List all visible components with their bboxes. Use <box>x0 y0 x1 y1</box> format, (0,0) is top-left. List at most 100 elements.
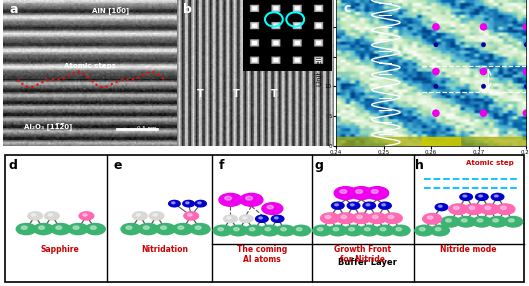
Circle shape <box>79 212 94 220</box>
Circle shape <box>317 228 323 231</box>
Text: Nitride mode: Nitride mode <box>441 245 497 254</box>
Circle shape <box>183 200 194 207</box>
Circle shape <box>476 193 488 200</box>
Bar <box>422 137 460 146</box>
Circle shape <box>350 187 373 200</box>
Text: b: b <box>184 3 193 16</box>
Circle shape <box>136 214 141 216</box>
Circle shape <box>56 226 62 229</box>
Text: Buffer Layer: Buffer Layer <box>338 258 397 267</box>
Circle shape <box>240 193 263 206</box>
Circle shape <box>347 202 360 209</box>
Circle shape <box>184 212 198 220</box>
Circle shape <box>44 212 59 220</box>
Circle shape <box>260 225 279 236</box>
Text: h: h <box>415 159 424 172</box>
Circle shape <box>350 204 354 206</box>
Circle shape <box>225 196 232 200</box>
Circle shape <box>357 215 362 219</box>
FancyBboxPatch shape <box>5 154 524 282</box>
Text: d: d <box>9 159 18 172</box>
Circle shape <box>382 204 386 206</box>
Circle shape <box>388 215 394 219</box>
Circle shape <box>453 206 459 209</box>
Text: The coming
Al atoms: The coming Al atoms <box>237 245 287 264</box>
Circle shape <box>73 226 79 229</box>
Circle shape <box>336 213 355 223</box>
Circle shape <box>491 193 504 200</box>
Circle shape <box>218 228 224 231</box>
Circle shape <box>439 205 442 207</box>
Circle shape <box>457 217 476 227</box>
Circle shape <box>435 204 448 210</box>
Circle shape <box>368 213 387 223</box>
Circle shape <box>415 225 434 236</box>
Circle shape <box>364 228 370 231</box>
Circle shape <box>441 217 460 227</box>
Circle shape <box>341 215 346 219</box>
Circle shape <box>213 225 232 236</box>
Circle shape <box>384 213 402 223</box>
Circle shape <box>48 214 52 216</box>
Circle shape <box>186 202 189 204</box>
Circle shape <box>508 219 514 222</box>
Circle shape <box>198 202 201 204</box>
Text: T: T <box>271 89 277 99</box>
Circle shape <box>449 204 468 214</box>
Circle shape <box>352 213 371 223</box>
Text: Growth Front
for Nitride: Growth Front for Nitride <box>334 245 391 264</box>
Circle shape <box>265 228 271 231</box>
Point <box>479 42 488 47</box>
Circle shape <box>313 225 332 236</box>
Circle shape <box>28 212 42 220</box>
Circle shape <box>160 226 167 229</box>
Text: AlN [10̅̅0]: AlN [10̅̅0] <box>93 7 130 15</box>
Circle shape <box>121 223 141 235</box>
Circle shape <box>219 193 242 206</box>
Circle shape <box>275 217 278 219</box>
Circle shape <box>371 190 378 193</box>
Text: e: e <box>114 159 122 172</box>
Circle shape <box>256 215 268 222</box>
Point <box>479 111 488 116</box>
Circle shape <box>500 206 506 209</box>
Circle shape <box>249 228 255 231</box>
Circle shape <box>391 225 410 236</box>
Point <box>479 25 488 29</box>
Circle shape <box>335 204 339 206</box>
Point <box>522 42 529 47</box>
Circle shape <box>83 214 87 216</box>
Circle shape <box>187 214 192 216</box>
Circle shape <box>173 223 193 235</box>
Circle shape <box>446 219 451 222</box>
Circle shape <box>496 204 515 214</box>
Circle shape <box>33 223 53 235</box>
Text: g: g <box>314 159 323 172</box>
Circle shape <box>380 228 386 231</box>
Circle shape <box>281 228 286 231</box>
Text: Al₂O₃ [11̅2̅0]: Al₂O₃ [11̅2̅0] <box>24 123 72 131</box>
Circle shape <box>485 206 490 209</box>
Circle shape <box>464 204 484 214</box>
Circle shape <box>31 214 36 216</box>
Circle shape <box>291 225 311 236</box>
Text: T: T <box>233 89 240 99</box>
Circle shape <box>126 226 132 229</box>
Circle shape <box>138 223 158 235</box>
Text: a: a <box>10 3 18 16</box>
Circle shape <box>344 225 363 236</box>
Text: Nitridation: Nitridation <box>141 245 188 254</box>
Point <box>522 84 529 89</box>
Circle shape <box>195 226 201 229</box>
Circle shape <box>472 217 491 227</box>
Point <box>432 111 440 116</box>
Point <box>479 84 488 89</box>
Circle shape <box>488 217 507 227</box>
Circle shape <box>39 226 44 229</box>
Circle shape <box>195 200 206 207</box>
Circle shape <box>423 214 442 224</box>
Circle shape <box>469 206 475 209</box>
Circle shape <box>479 195 482 197</box>
Text: T: T <box>197 89 204 99</box>
Circle shape <box>460 193 472 200</box>
